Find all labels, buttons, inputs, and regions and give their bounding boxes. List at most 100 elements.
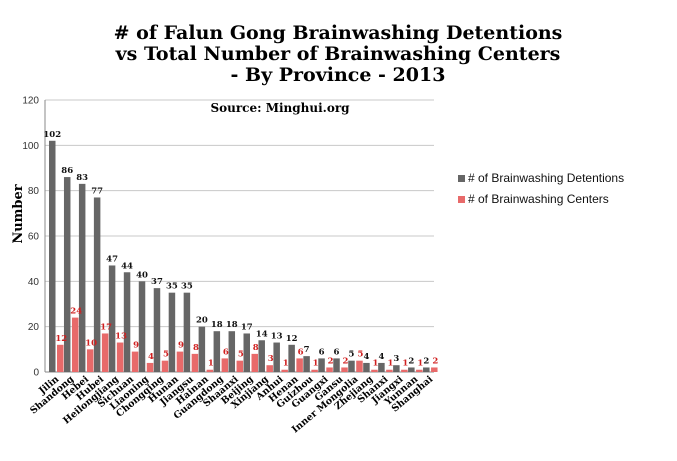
bar-centers xyxy=(341,367,348,372)
data-label-detentions: 35 xyxy=(166,282,178,292)
y-tick-label: 120 xyxy=(22,96,39,107)
data-label-detentions: 44 xyxy=(121,261,133,271)
data-label-centers: 9 xyxy=(178,341,184,351)
data-label-detentions: 14 xyxy=(256,329,268,339)
bar-detentions xyxy=(333,358,340,372)
y-axis-label: Number xyxy=(11,184,26,243)
data-label-detentions: 37 xyxy=(151,277,163,287)
bar-centers xyxy=(371,369,378,372)
data-label-centers: 5 xyxy=(358,350,364,360)
y-tick-label: 80 xyxy=(28,186,40,197)
y-tick-label: 40 xyxy=(28,277,40,288)
data-label-detentions: 77 xyxy=(91,186,103,196)
bar-centers xyxy=(146,362,154,372)
data-label-detentions: 5 xyxy=(349,350,355,360)
bar-centers xyxy=(131,351,139,372)
bar-centers xyxy=(176,351,184,372)
bar-detentions xyxy=(408,367,415,372)
bar-detentions xyxy=(243,333,250,372)
bar-centers xyxy=(101,333,109,372)
bar-centers xyxy=(191,353,199,372)
legend: # of Brainwashing Detentions # of Brainwa… xyxy=(458,171,624,206)
data-label-centers: 8 xyxy=(253,343,259,353)
bar-centers xyxy=(281,369,288,372)
data-label-centers: 5 xyxy=(163,350,169,360)
bar-centers xyxy=(161,360,169,372)
bar-detentions xyxy=(288,344,295,372)
data-label-detentions: 4 xyxy=(378,352,384,362)
bar-detentions xyxy=(393,365,400,372)
bar-detentions xyxy=(423,367,430,372)
data-label-detentions: 13 xyxy=(271,332,283,342)
data-label-detentions: 86 xyxy=(61,166,73,176)
data-label-centers: 3 xyxy=(268,354,274,364)
bar-centers xyxy=(356,360,363,372)
bar-detentions xyxy=(303,356,310,372)
title-line-3: - By Province - 2013 xyxy=(231,64,446,86)
bar-centers xyxy=(296,358,303,372)
bar-centers xyxy=(57,344,64,372)
bar-centers xyxy=(236,360,244,372)
data-label-detentions: 83 xyxy=(76,173,88,183)
category-labels: JilinShandongHebeiHubeiHeilongjiangSichu… xyxy=(28,374,435,436)
bar-detentions xyxy=(153,288,161,372)
bar-centers xyxy=(416,369,423,372)
data-label-centers: 4 xyxy=(148,352,154,362)
title-line-2: vs Total Number of Brainwashing Centers xyxy=(115,43,561,65)
data-label-detentions: 6 xyxy=(319,347,325,357)
y-tick-label: 100 xyxy=(22,141,39,152)
bar-centers xyxy=(116,342,124,372)
bar-detentions xyxy=(258,340,265,372)
bar-centers xyxy=(221,358,229,372)
bar-detentions xyxy=(78,183,86,372)
data-label-centers: 6 xyxy=(223,347,229,357)
chart-title: # of Falun Gong Brainwashing Detentions … xyxy=(114,22,563,86)
bar-detentions xyxy=(138,281,146,372)
data-label-centers: 24 xyxy=(70,307,82,317)
bar-centers xyxy=(251,353,258,372)
y-tick-label: 60 xyxy=(28,232,40,243)
bar-detentions xyxy=(123,272,131,372)
bar-detentions xyxy=(378,362,385,372)
bar-detentions xyxy=(228,331,236,372)
legend-swatch-centers xyxy=(458,196,465,203)
bar-detentions xyxy=(63,177,71,372)
title-line-1: # of Falun Gong Brainwashing Detentions xyxy=(114,22,563,44)
bar-centers xyxy=(386,369,393,372)
data-label-detentions: 7 xyxy=(304,345,310,355)
data-label-centers: 2 xyxy=(343,356,349,366)
bar-detentions xyxy=(93,197,101,372)
bar-detentions xyxy=(198,326,206,372)
data-labels: 1021286248310771747134494043753593582011… xyxy=(43,130,438,369)
data-label-centers: 5 xyxy=(238,350,244,360)
data-label-centers: 8 xyxy=(193,343,199,353)
data-label-centers: 1 xyxy=(283,359,289,369)
bar-centers xyxy=(311,369,318,372)
data-label-centers: 1 xyxy=(208,359,214,369)
y-tick-label: 0 xyxy=(33,368,39,379)
data-label-detentions: 17 xyxy=(241,322,253,332)
data-label-centers: 1 xyxy=(372,359,378,369)
data-label-centers: 1 xyxy=(402,359,408,369)
bar-detentions xyxy=(273,342,280,372)
data-label-centers: 9 xyxy=(133,341,139,351)
y-tick-label: 20 xyxy=(28,322,40,333)
data-label-detentions: 2 xyxy=(408,356,414,366)
data-label-detentions: 3 xyxy=(393,354,399,364)
bar-detentions xyxy=(168,292,176,372)
data-label-detentions: 12 xyxy=(286,334,298,344)
bar-detentions xyxy=(49,140,56,372)
data-label-centers: 1 xyxy=(313,359,319,369)
data-label-detentions: 35 xyxy=(181,282,193,292)
legend-swatch-detentions xyxy=(458,175,465,182)
data-label-detentions: 20 xyxy=(196,316,208,326)
data-label-centers: 2 xyxy=(328,356,334,366)
bar-centers xyxy=(71,317,79,372)
bar-centers xyxy=(326,367,333,372)
bar-centers xyxy=(206,369,214,372)
data-label-detentions: 47 xyxy=(106,254,118,264)
legend-label-centers: # of Brainwashing Centers xyxy=(468,192,609,206)
data-label-centers: 10 xyxy=(85,338,97,348)
